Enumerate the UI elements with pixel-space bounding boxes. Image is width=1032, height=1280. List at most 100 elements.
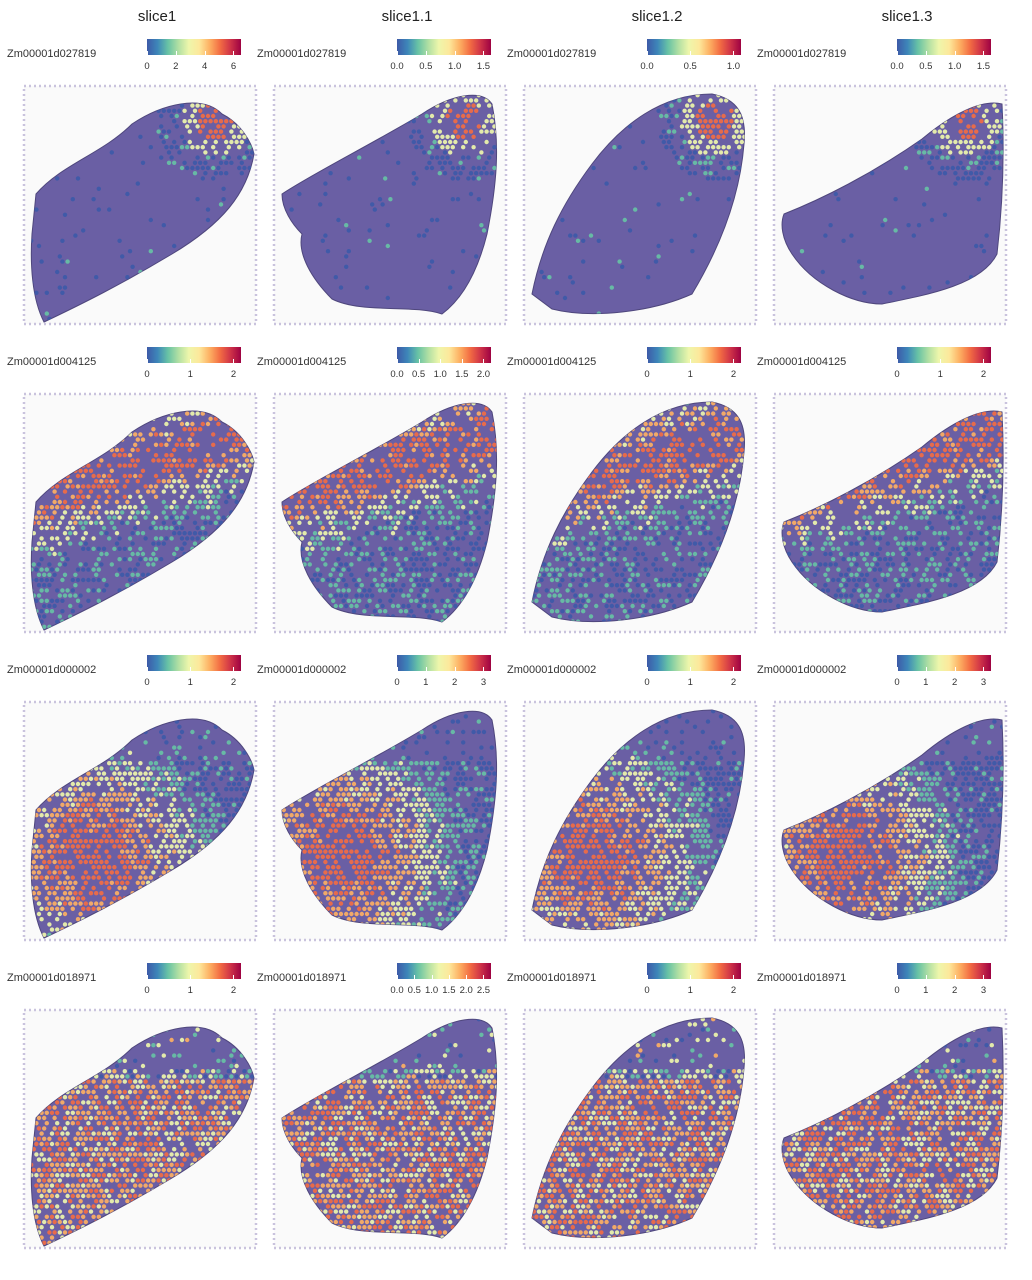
- spot: [476, 95, 482, 98]
- spot: [362, 473, 367, 479]
- spot: [42, 541, 47, 546]
- spot: [331, 473, 336, 479]
- spot: [305, 515, 310, 520]
- spot: [323, 479, 328, 484]
- spot: [86, 515, 91, 520]
- spot: [318, 572, 323, 577]
- spot: [435, 484, 440, 489]
- spot: [630, 489, 635, 494]
- spot: [242, 442, 247, 447]
- colorbar-tick: [454, 51, 456, 55]
- spot: [450, 165, 455, 171]
- spot: [36, 572, 42, 577]
- spot: [461, 463, 466, 468]
- spot: [284, 505, 289, 510]
- spot: [372, 484, 377, 489]
- spot: [312, 572, 318, 577]
- tissue-image: [272, 84, 508, 326]
- spot: [711, 515, 716, 520]
- spot: [609, 510, 614, 515]
- spot: [445, 103, 450, 108]
- spot: [703, 406, 708, 411]
- spot: [62, 479, 68, 484]
- spot: [461, 432, 466, 437]
- spot: [120, 447, 125, 453]
- spot: [474, 562, 479, 567]
- spot: [961, 176, 966, 181]
- spot: [318, 541, 323, 546]
- spot: [984, 416, 989, 421]
- spot: [687, 541, 692, 546]
- spot: [555, 588, 560, 593]
- spot: [344, 593, 349, 598]
- spot: [362, 484, 367, 489]
- spot: [44, 577, 49, 583]
- spot: [994, 160, 1000, 165]
- spot: [166, 160, 172, 165]
- spot: [578, 520, 583, 525]
- spot: [716, 453, 721, 458]
- spot: [42, 624, 47, 629]
- spot: [47, 583, 52, 588]
- spot: [388, 577, 393, 583]
- spot: [305, 557, 310, 562]
- spot: [338, 593, 344, 598]
- colorbar-tick-label: 0.0: [390, 369, 404, 380]
- spot: [625, 489, 630, 494]
- spot: [604, 614, 609, 619]
- spot: [945, 145, 950, 150]
- spot: [156, 129, 161, 134]
- spot: [424, 113, 429, 119]
- spot: [416, 551, 422, 557]
- spot: [429, 155, 435, 160]
- spot: [724, 499, 729, 505]
- spot: [109, 562, 115, 567]
- spot: [289, 207, 294, 212]
- spot: [315, 484, 320, 489]
- spot: [354, 593, 359, 598]
- spot: [310, 536, 315, 541]
- spot: [448, 427, 453, 432]
- spot: [416, 531, 422, 536]
- spot: [711, 494, 716, 499]
- spot: [552, 593, 557, 598]
- spot: [224, 489, 229, 494]
- spot: [721, 421, 726, 427]
- spot: [122, 473, 128, 479]
- spot: [994, 129, 1000, 134]
- spot: [49, 598, 55, 603]
- spot: [411, 427, 416, 432]
- spot: [487, 505, 492, 510]
- spot: [174, 546, 179, 551]
- spot: [234, 468, 239, 473]
- spot: [653, 473, 659, 479]
- spot: [91, 484, 96, 489]
- spot: [583, 541, 588, 546]
- spot: [627, 453, 633, 458]
- spot: [581, 536, 586, 541]
- spot: [367, 473, 372, 479]
- spot: [75, 598, 81, 603]
- spot: [932, 437, 937, 442]
- spot: [581, 259, 586, 264]
- spot: [463, 489, 468, 494]
- spot: [91, 473, 96, 479]
- spot: [81, 536, 86, 541]
- spot: [34, 546, 39, 551]
- spot: [924, 186, 929, 191]
- spot: [424, 525, 429, 531]
- spot: [700, 165, 705, 171]
- spot: [91, 577, 96, 583]
- spot: [656, 458, 661, 463]
- spot: [453, 119, 458, 124]
- spot: [179, 525, 185, 531]
- spot: [416, 510, 422, 515]
- spot: [135, 447, 140, 453]
- spot: [705, 525, 711, 531]
- spot: [383, 567, 388, 572]
- spot: [633, 536, 638, 541]
- spot: [198, 499, 203, 505]
- spot: [195, 442, 200, 447]
- spot: [86, 588, 91, 593]
- spot: [461, 113, 466, 119]
